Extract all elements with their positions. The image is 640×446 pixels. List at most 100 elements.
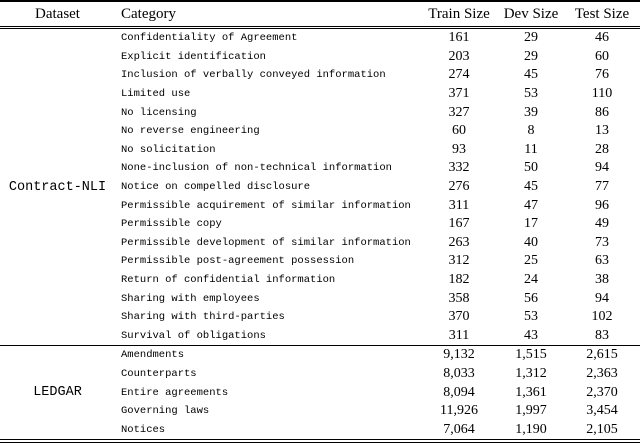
category-label: Governing laws — [121, 405, 210, 418]
train-size-value: 311 — [448, 327, 470, 343]
category-label: Survival of obligations — [121, 329, 266, 342]
train-size-value: 8,094 — [443, 384, 475, 400]
train-size-value: 370 — [448, 309, 470, 325]
dev-size-value: 29 — [524, 48, 538, 64]
train-size-value: 161 — [448, 30, 470, 46]
category-label: Permissible development of similar infor… — [121, 236, 411, 249]
test-size-value: 94 — [595, 290, 609, 306]
dev-size-value: 56 — [524, 290, 538, 306]
dev-size-value: 45 — [524, 179, 538, 195]
dev-size-value: 40 — [524, 234, 538, 250]
train-size-value: 274 — [448, 67, 470, 83]
table-row: Return of confidential information 182 24 3… — [0, 271, 640, 290]
category-label: Notices — [121, 423, 166, 436]
train-size-value: 358 — [448, 290, 470, 306]
dev-size-value: 25 — [524, 253, 538, 269]
col-header-category: Category — [115, 1, 420, 29]
train-size-value: 276 — [448, 179, 470, 195]
test-size-value: 73 — [595, 234, 609, 250]
dev-size-value: 1,190 — [515, 421, 547, 437]
train-size-value: 9,132 — [420, 345, 498, 365]
train-size-value: 60 — [452, 123, 466, 139]
table-row: Explicit identification 203 29 60 — [0, 48, 640, 67]
table-body: Contract-NLI Confidentiality of Agreement… — [0, 28, 640, 442]
table-row: Permissible acquirement of similar infor… — [0, 196, 640, 215]
col-header-test-size: Test Size — [564, 1, 640, 29]
category-label: Notice on compelled disclosure — [121, 181, 311, 194]
dev-size-value: 17 — [524, 216, 538, 232]
col-header-train-size: Train Size — [420, 1, 498, 29]
test-size-value: 2,105 — [586, 421, 618, 437]
test-size-value: 60 — [595, 48, 609, 64]
train-size-value: 327 — [448, 104, 470, 120]
table-row: No solicitation 93 11 28 — [0, 141, 640, 160]
table-row: Permissible development of similar infor… — [0, 234, 640, 253]
category-label: No licensing — [121, 106, 197, 119]
train-size-value: 263 — [448, 234, 470, 250]
category-label: Counterparts — [121, 367, 197, 380]
category-label: No solicitation — [121, 143, 216, 156]
dev-size-value: 24 — [524, 272, 538, 288]
dev-size-value: 45 — [524, 67, 538, 83]
category-label: Inclusion of verbally conveyed informati… — [121, 69, 386, 82]
dataset-name: Contract-NLI — [8, 179, 107, 195]
category-label: No reverse engineering — [121, 125, 260, 138]
train-size-value: 332 — [448, 160, 470, 176]
train-size-value: 167 — [448, 216, 470, 232]
dev-size-value: 47 — [524, 197, 538, 213]
dev-size-value: 53 — [524, 309, 538, 325]
table-row: LEDGAR Amendments 9,132 1,515 2,615 — [0, 345, 640, 442]
test-size-value: 77 — [595, 179, 609, 195]
table-row: Sharing with employees 358 56 94 — [0, 289, 640, 308]
table-row: Notice on compelled disclosure 276 45 77 — [0, 178, 640, 197]
category-label: Confidentiality of Agreement — [121, 32, 298, 45]
test-size-value: 49 — [595, 216, 609, 232]
test-size-value: 46 — [595, 30, 609, 46]
category-label: Entire agreements — [121, 386, 229, 399]
dev-size-value: 1,361 — [515, 384, 547, 400]
table-row: Counterparts 8,033 1,312 2,363 — [0, 365, 640, 384]
test-size-value: 28 — [595, 141, 609, 157]
table-row: No licensing 327 39 86 — [0, 103, 640, 122]
train-size-value: 311 — [448, 197, 470, 213]
test-size-value: 110 — [591, 86, 613, 102]
table-row: Permissible post-agreement possession 312… — [0, 252, 640, 271]
dev-size-value: 1,997 — [515, 403, 547, 419]
train-size-value: 371 — [448, 86, 470, 102]
dev-size-value: 50 — [524, 160, 538, 176]
test-size-value: 94 — [595, 160, 609, 176]
train-size-value: 312 — [448, 253, 470, 269]
test-size-value: 102 — [591, 309, 613, 325]
col-header-dataset: Dataset — [0, 1, 115, 29]
table-row: No reverse engineering 60 8 13 — [0, 122, 640, 141]
table-row: Inclusion of verbally conveyed informati… — [0, 66, 640, 85]
table-row: Survival of obligations 311 43 83 — [0, 327, 640, 346]
category-label: Permissible copy — [121, 218, 222, 231]
category-label: Sharing with third-parties — [121, 311, 285, 324]
test-size-value: 96 — [595, 197, 609, 213]
test-size-value: 3,454 — [586, 403, 618, 419]
table-row: Governing laws 11,926 1,997 3,454 — [0, 402, 640, 421]
category-label: Return of confidential information — [121, 274, 336, 287]
col-header-dev-size: Dev Size — [498, 1, 564, 29]
dev-size-value: 8 — [527, 123, 535, 139]
dev-size-value: 39 — [524, 104, 538, 120]
test-size-value: 83 — [595, 327, 609, 343]
train-size-value: 182 — [448, 272, 470, 288]
train-size-value: 203 — [448, 48, 470, 64]
category-label: Limited use — [121, 88, 191, 101]
test-size-value: 38 — [595, 272, 609, 288]
category-label: None-inclusion of non-technical informat… — [121, 162, 392, 175]
table-row: Permissible copy 167 17 49 — [0, 215, 640, 234]
test-size-value: 86 — [595, 104, 609, 120]
test-size-value: 76 — [595, 67, 609, 83]
category-label: Explicit identification — [121, 50, 266, 63]
dev-size-value: 1,515 — [498, 345, 564, 365]
train-size-value: 7,064 — [443, 421, 475, 437]
dev-size-value: 53 — [524, 86, 538, 102]
test-size-value: 2,370 — [586, 384, 618, 400]
dev-size-value: 1,312 — [515, 365, 547, 381]
train-size-value: 8,033 — [443, 365, 475, 381]
table-row: Entire agreements 8,094 1,361 2,370 — [0, 383, 640, 402]
